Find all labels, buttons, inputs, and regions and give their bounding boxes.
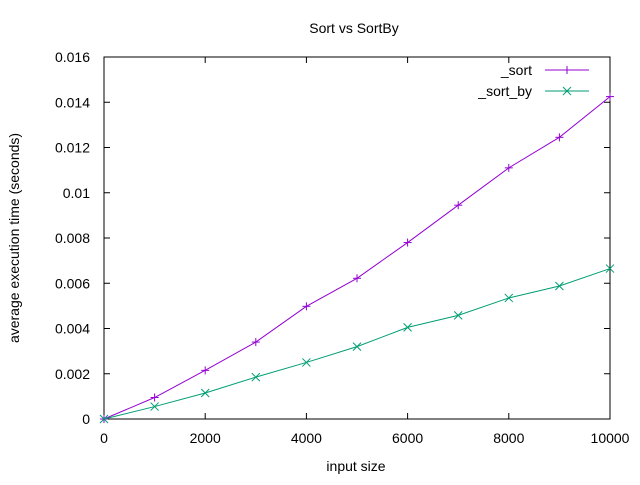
data-point-sort-by: [352, 342, 362, 351]
y-tick-label: 0.002: [55, 366, 90, 382]
data-point-sort: [201, 366, 210, 375]
data-point-sort-by: [504, 293, 514, 303]
x-tick-label: 8000: [493, 430, 524, 446]
data-point-sort-by: [200, 388, 210, 398]
y-tick-label: 0: [82, 411, 90, 427]
data-point-sort-by-d2: [605, 264, 615, 273]
x-tick-label: 10000: [591, 430, 630, 446]
data-point-sort: [403, 238, 412, 247]
data-point-sort: [504, 163, 513, 172]
data-point-sort-by-d2: [403, 323, 412, 332]
y-tick-label: 0.014: [55, 94, 90, 110]
data-point-sort: [454, 201, 463, 210]
data-point-sort: [555, 133, 564, 142]
data-point-sort-by-d2: [150, 402, 159, 411]
legend-marker-sort: [563, 66, 571, 74]
legend-marker-sort-by-d2: [562, 86, 572, 96]
x-tick-label: 4000: [291, 430, 322, 446]
series-line-sort: [103, 96, 611, 420]
x-tick-label: 2000: [190, 430, 221, 446]
x-axis-label: input size: [326, 458, 385, 474]
y-tick-label: 0.008: [55, 230, 90, 246]
data-point-sort: [150, 393, 159, 402]
plot-frame: [103, 56, 611, 420]
data-point-sort-by: [403, 323, 412, 332]
data-point-sort-by-d2: [251, 372, 261, 382]
data-point-sort-by-d2: [555, 281, 564, 291]
data-point-sort-by: [251, 372, 261, 382]
legend-label-sort-by: _sort_by: [477, 83, 532, 99]
data-point-sort-by: [555, 281, 564, 291]
data-point-sort-by: [150, 402, 159, 411]
y-tick-label: 0.006: [55, 275, 90, 291]
data-point-sort-by-d2: [352, 342, 362, 351]
y-axis-label: average execution time (seconds): [6, 133, 22, 343]
data-point-sort: [251, 338, 260, 347]
legend-label-sort: _sort: [500, 62, 532, 78]
data-point-sort-by-d2: [453, 311, 463, 320]
data-point-sort-by: [453, 311, 463, 320]
data-point-sort-by-d2: [504, 293, 514, 303]
data-point-sort-by-d2: [302, 358, 311, 367]
chart-title: Sort vs SortBy: [309, 20, 398, 36]
x-tick-label: 6000: [392, 430, 423, 446]
data-point-sort-by: [605, 264, 615, 273]
y-tick-label: 0.016: [55, 49, 90, 65]
data-point-sort: [302, 302, 311, 311]
y-tick-label: 0.012: [55, 140, 90, 156]
data-point-sort: [353, 274, 361, 283]
legend-marker-sort-by: [562, 86, 572, 96]
y-tick-label: 0.01: [63, 185, 90, 201]
data-point-sort: [606, 92, 614, 101]
data-point-sort-by-d2: [99, 414, 109, 424]
series-line-sort-by: [103, 268, 611, 420]
data-point-sort-by-d2: [200, 388, 210, 398]
data-point-sort-by: [302, 358, 311, 367]
y-tick-label: 0.004: [55, 321, 90, 337]
plot-area: 0 2000 4000 6000 8000 10000 0 0.002 0.004 0.006 0.…: [55, 49, 630, 446]
x-tick-label: 0: [100, 430, 108, 446]
data-point-sort-by: [99, 414, 109, 424]
